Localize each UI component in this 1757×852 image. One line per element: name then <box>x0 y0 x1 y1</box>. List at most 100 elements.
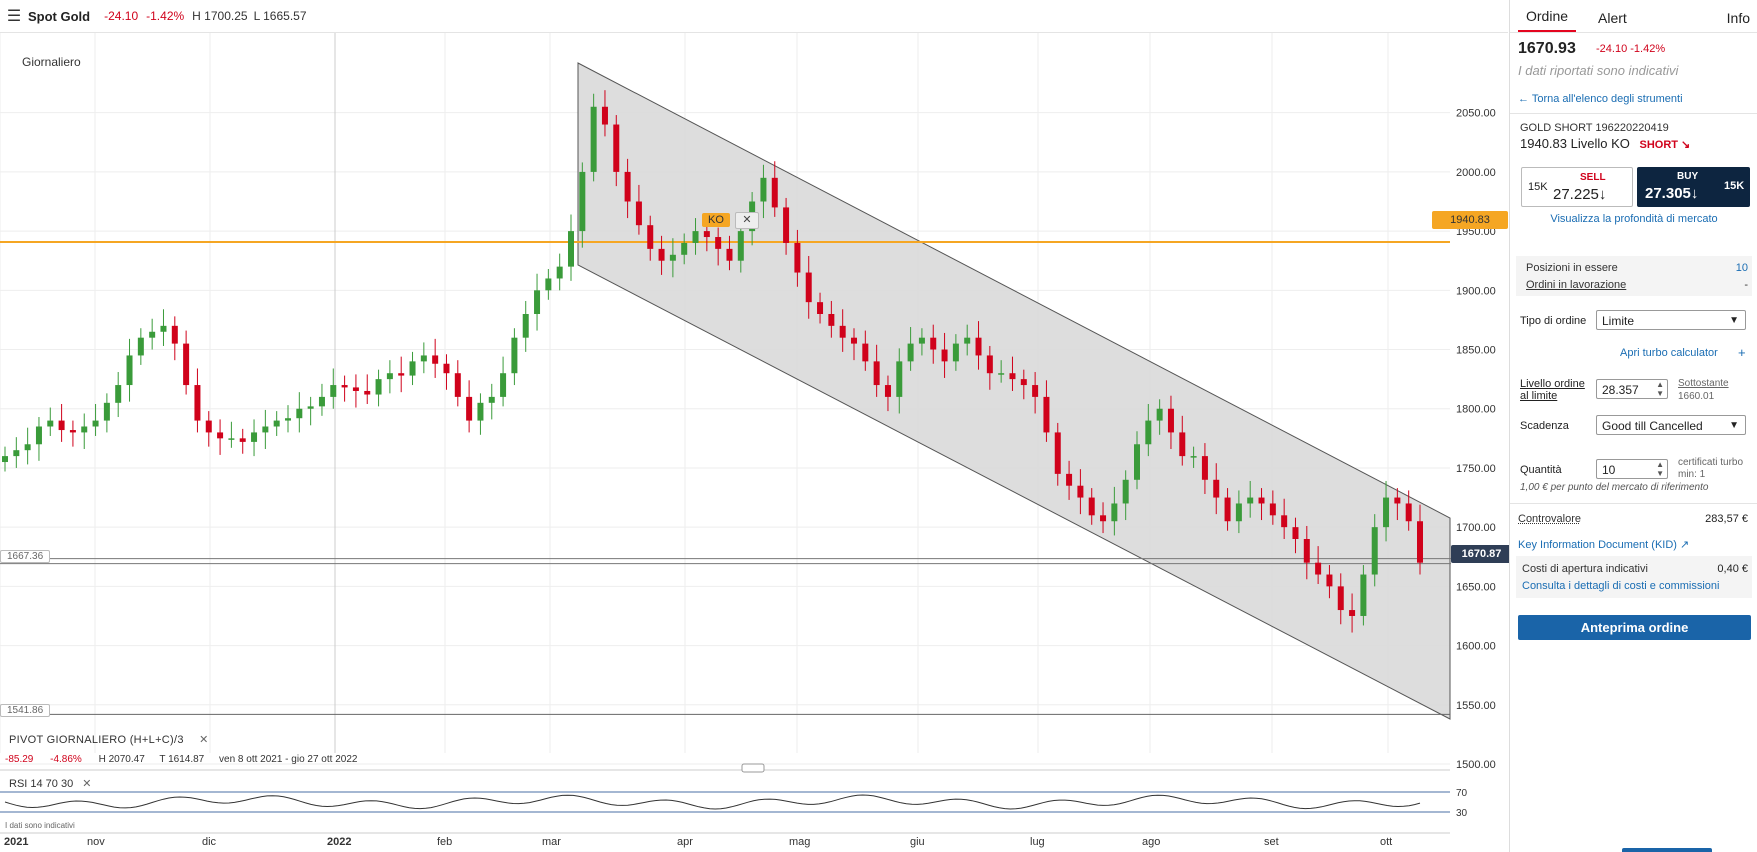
turbo-calculator-link[interactable]: Apri turbo calculator <box>1620 347 1718 359</box>
stepper-icon[interactable]: ▲ ▼ <box>1656 380 1664 398</box>
expiry-select[interactable]: Good till Cancelled ▼ <box>1596 415 1746 435</box>
candle-body <box>160 325 167 332</box>
candle-body <box>692 231 699 243</box>
candle-body <box>488 396 495 403</box>
order-type-select[interactable]: Limite ▼ <box>1596 310 1746 330</box>
candle-body <box>851 337 857 344</box>
arrow-left-icon: ← <box>1518 93 1529 105</box>
y-axis-label: 1550.00 <box>1456 700 1496 712</box>
candle-body <box>715 237 722 249</box>
candle-body <box>420 355 427 362</box>
candle-body <box>2 456 8 463</box>
candle-body <box>1077 485 1084 498</box>
candle-body <box>443 363 450 374</box>
x-axis-label: mar <box>542 836 561 848</box>
limit-level-value: 28.357 <box>1602 383 1639 397</box>
candle-body <box>975 337 982 356</box>
tab-order[interactable]: Ordine <box>1518 8 1577 32</box>
chart-header: ☰ Spot Gold -24.10 -1.42% H 1700.25 L 16… <box>0 0 1508 33</box>
candle-body <box>1156 408 1163 421</box>
x-axis-label: 2021 <box>4 836 29 848</box>
rsi-indicator-title: RSI 14 70 30 ✕ <box>9 777 92 790</box>
candle-body <box>1247 497 1254 504</box>
candle-body <box>171 325 178 344</box>
candle-body <box>930 337 937 350</box>
candle-body <box>1383 497 1390 528</box>
panel-indicative-note: I dati riportati sono indicativi <box>1518 63 1679 78</box>
orders-label[interactable]: Ordini in lavorazione <box>1526 279 1627 291</box>
timeframe-label: Giornaliero <box>22 55 81 69</box>
rsi-close-icon[interactable]: ✕ <box>82 778 92 790</box>
candle-body <box>239 438 246 442</box>
candle-body <box>1349 610 1356 616</box>
buy-label: BUY <box>1677 171 1699 182</box>
candle-body <box>398 373 405 376</box>
stepper-icon[interactable]: ▲ ▼ <box>1656 460 1664 478</box>
candle-body <box>466 396 473 421</box>
candle-body <box>986 355 993 374</box>
ko-close-button[interactable]: ✕ <box>735 212 759 229</box>
hamburger-menu-icon[interactable]: ☰ <box>6 8 22 25</box>
limit-level-label: Livello ordine al limite <box>1520 378 1585 402</box>
candle-body <box>47 420 54 427</box>
y-axis-label: 1950.00 <box>1456 226 1496 238</box>
candle-body <box>1213 479 1220 498</box>
plus-icon[interactable]: + <box>1738 345 1746 360</box>
y-axis-label: 1750.00 <box>1456 463 1496 475</box>
candle-body <box>477 402 484 421</box>
underlying-label: Sottostante <box>1678 378 1729 389</box>
pivot-change-pct: -4.86% <box>50 754 82 765</box>
costs-details-link[interactable]: Consulta i dettagli di costi e commissio… <box>1522 580 1720 592</box>
candle-body <box>1201 456 1208 480</box>
candle-body <box>69 430 76 433</box>
buy-button[interactable]: BUY 27.305↓ 15K <box>1637 167 1750 207</box>
y-axis-label: 1650.00 <box>1456 581 1496 593</box>
candle-body <box>228 438 235 440</box>
expiry-value: Good till Cancelled <box>1602 419 1703 433</box>
panel-tabs: Ordine Alert Info <box>1510 0 1757 33</box>
candle-body <box>296 408 303 419</box>
costs-value: 0,40 € <box>1717 563 1748 575</box>
pivot-indicator-title: PIVOT GIORNALIERO (H+L+C)/3 ✕ <box>9 733 209 746</box>
pivot-close-icon[interactable]: ✕ <box>199 734 209 746</box>
ko-chip[interactable]: KO <box>702 213 730 227</box>
candle-body <box>364 390 371 395</box>
instrument-ko-level: 1940.83 Livello KO <box>1520 136 1630 151</box>
candle-body <box>1405 503 1412 522</box>
price-chart[interactable]: 2050.00 2000.00 1950.00 1900.00 1850.00 1800.… <box>0 33 1512 852</box>
candle-body <box>251 432 258 442</box>
sell-button[interactable]: 15K SELL 27.225↓ <box>1521 167 1633 207</box>
kid-link[interactable]: Key Information Document (KID) ↗ <box>1518 538 1689 551</box>
candle-body <box>137 337 144 356</box>
quantity-note: certificati turbo min: 1 <box>1678 457 1744 480</box>
tab-alert[interactable]: Alert <box>1598 10 1627 26</box>
chart-canvas[interactable]: 2050.00 2000.00 1950.00 1900.00 1850.00 1800.… <box>0 33 1508 852</box>
order-type-label: Tipo di ordine <box>1520 315 1587 327</box>
sell-qty: 15K <box>1528 181 1548 193</box>
pivot-values: -85.29 -4.86% H 2070.47 T 1614.87 ven 8 … <box>5 754 369 765</box>
candle-body <box>1417 521 1423 563</box>
market-depth-link[interactable]: Visualizza la profondità di mercato <box>1550 213 1718 225</box>
back-to-list-link[interactable]: ← Torna all'elenco degli strumenti <box>1518 93 1683 105</box>
candle-body <box>183 343 190 386</box>
left-price-tag-lower: 1541.86 <box>0 704 51 717</box>
tab-info[interactable]: Info <box>1726 10 1750 26</box>
limit-level-input[interactable]: 28.357 ▲ ▼ <box>1596 379 1668 399</box>
instrument-name: GOLD SHORT 196220220419 <box>1520 122 1669 134</box>
buy-qty: 15K <box>1724 180 1745 192</box>
countervalue-value: 283,57 € <box>1705 513 1748 525</box>
rsi-line <box>4 794 1421 810</box>
time-axis: 2021 nov dic 2022 feb mar apr mag giu lug ago set ot… <box>0 834 1508 852</box>
candle-body <box>669 254 676 261</box>
quantity-stepper[interactable]: 10 ▲ ▼ <box>1596 459 1668 479</box>
candle-body <box>613 124 620 172</box>
candle-body <box>1032 385 1039 397</box>
divider <box>1510 503 1757 504</box>
candle-body <box>454 373 461 397</box>
candle-body <box>103 402 110 421</box>
preview-order-button[interactable]: Anteprima ordine <box>1518 615 1751 640</box>
pivot-change: -85.29 <box>5 754 34 765</box>
positions-value[interactable]: 10 <box>1735 262 1748 274</box>
candle-body <box>783 207 790 243</box>
candle-body <box>432 355 439 364</box>
